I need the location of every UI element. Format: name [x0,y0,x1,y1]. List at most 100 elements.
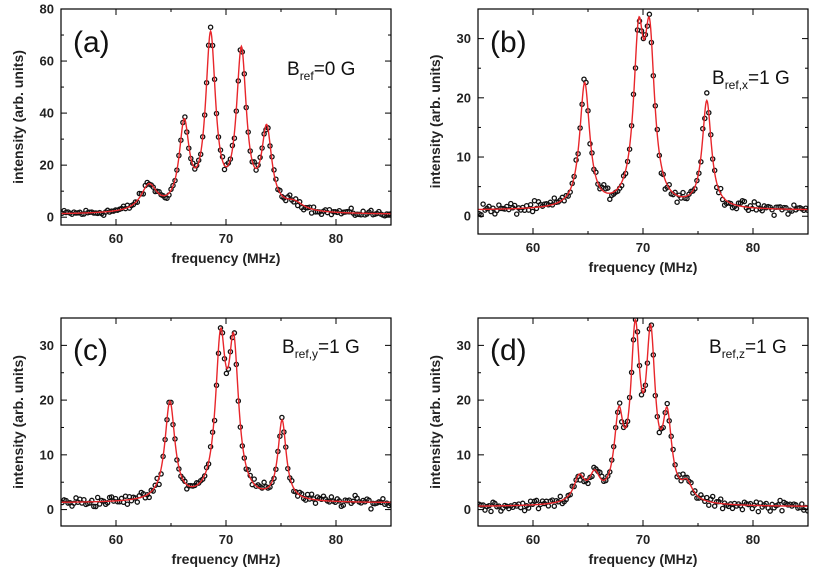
panel-label: (b) [490,26,527,59]
x-tick-label: 70 [636,240,650,255]
data-point [739,506,746,513]
data-point [529,208,536,215]
data-point [490,205,496,211]
data-point [607,196,613,203]
fit-line [478,15,808,211]
y-axis-label: intensity (arb. units) [10,355,26,489]
data-point [729,505,736,512]
plot-frame [60,8,392,226]
y-tick-label: 20 [40,393,54,408]
x-tick-label: 60 [109,231,123,246]
data-point [755,508,762,515]
data-point [585,480,591,487]
data-point [513,211,520,217]
data-point [706,502,712,508]
x-tick-label: 80 [746,240,760,255]
panel-c: 60 70 80 0 10 20 30 frequency (MHz) intensity (a… [10,317,392,567]
data-point [478,212,484,218]
data-point [709,493,716,500]
panel-d: 60 70 80 0 10 20 30 frequency (MHz) intensity (a… [427,317,809,567]
data-point [81,496,87,503]
data-point [124,501,131,507]
x-axis-label: frequency (MHz) [172,250,281,266]
fit-line [61,326,391,504]
plot-frame [477,8,809,235]
data-point [328,494,335,500]
data-point [791,202,797,208]
y-tick-label: 30 [457,31,471,46]
y-tick-label: 0 [47,210,54,225]
data-point [91,503,97,510]
x-tick-label: 80 [329,532,343,547]
data-point [783,205,789,211]
data-point [769,206,775,213]
x-tick-label: 70 [219,532,233,547]
data-point [521,507,528,514]
data-point [646,11,653,18]
y-tick-label: 20 [457,90,471,105]
data-point [114,498,121,505]
y-tick-label: 0 [464,209,471,224]
data-point [605,185,611,191]
data-point [89,497,95,504]
panel-b: 60 70 80 0 10 20 30 frequency (MHz) intensity (a… [427,8,809,275]
y-tick-label: 10 [40,447,54,462]
data-point [545,503,552,509]
x-tick-label: 80 [329,231,343,246]
data-points [61,24,391,219]
y-tick-label: 80 [40,2,54,17]
data-point [340,502,347,508]
y-tick-label: 30 [40,338,54,353]
data-point [605,473,611,479]
y-axis-label: intensity (arb. units) [10,50,26,184]
data-point [511,202,518,209]
data-point [478,502,484,508]
data-point [380,496,386,502]
y-tick-label: 20 [40,158,54,173]
data-point [741,198,748,205]
y-tick-label: 20 [457,393,471,408]
data-point [368,506,374,512]
data-point [223,370,230,377]
data-point [755,201,762,208]
data-point [93,503,99,510]
data-point [146,494,152,501]
data-point [533,497,540,504]
data-point [312,500,319,506]
data-point [308,491,315,497]
data-point [368,207,374,214]
data-point [664,400,670,407]
data-point [348,205,354,212]
data-point [751,199,758,205]
y-axis-label: intensity (arb. units) [427,355,443,489]
y-tick-label: 30 [457,338,471,353]
data-point [488,508,494,515]
data-point [771,212,777,218]
data-point [616,400,623,406]
data-points [478,11,808,218]
data-point [494,207,500,214]
data-point [207,24,214,30]
data-point [287,192,293,198]
y-tick-label: 60 [40,54,54,69]
panel-a: 60 70 80 0 20 40 60 80 frequency (MHz) intensity … [10,2,392,266]
x-tick-label: 60 [526,532,540,547]
y-tick-label: 0 [464,502,471,517]
data-point [713,499,720,505]
x-axis-label: frequency (MHz) [172,551,281,567]
data-point [601,181,607,188]
panel-label: (a) [73,26,110,59]
field-annotation: Bref,z=1 G [709,337,787,361]
y-axis-label: intensity (arb. units) [427,55,443,189]
data-point [711,503,718,509]
data-point [525,505,532,511]
data-point [221,166,228,173]
data-point [94,494,101,501]
x-tick-label: 60 [526,240,540,255]
x-tick-label: 70 [636,532,650,547]
field-annotation: Bref,x=1 G [712,68,790,92]
x-axis-label: frequency (MHz) [589,551,698,567]
field-annotation: Bref,y=1 G [282,337,360,361]
data-point [261,479,267,486]
